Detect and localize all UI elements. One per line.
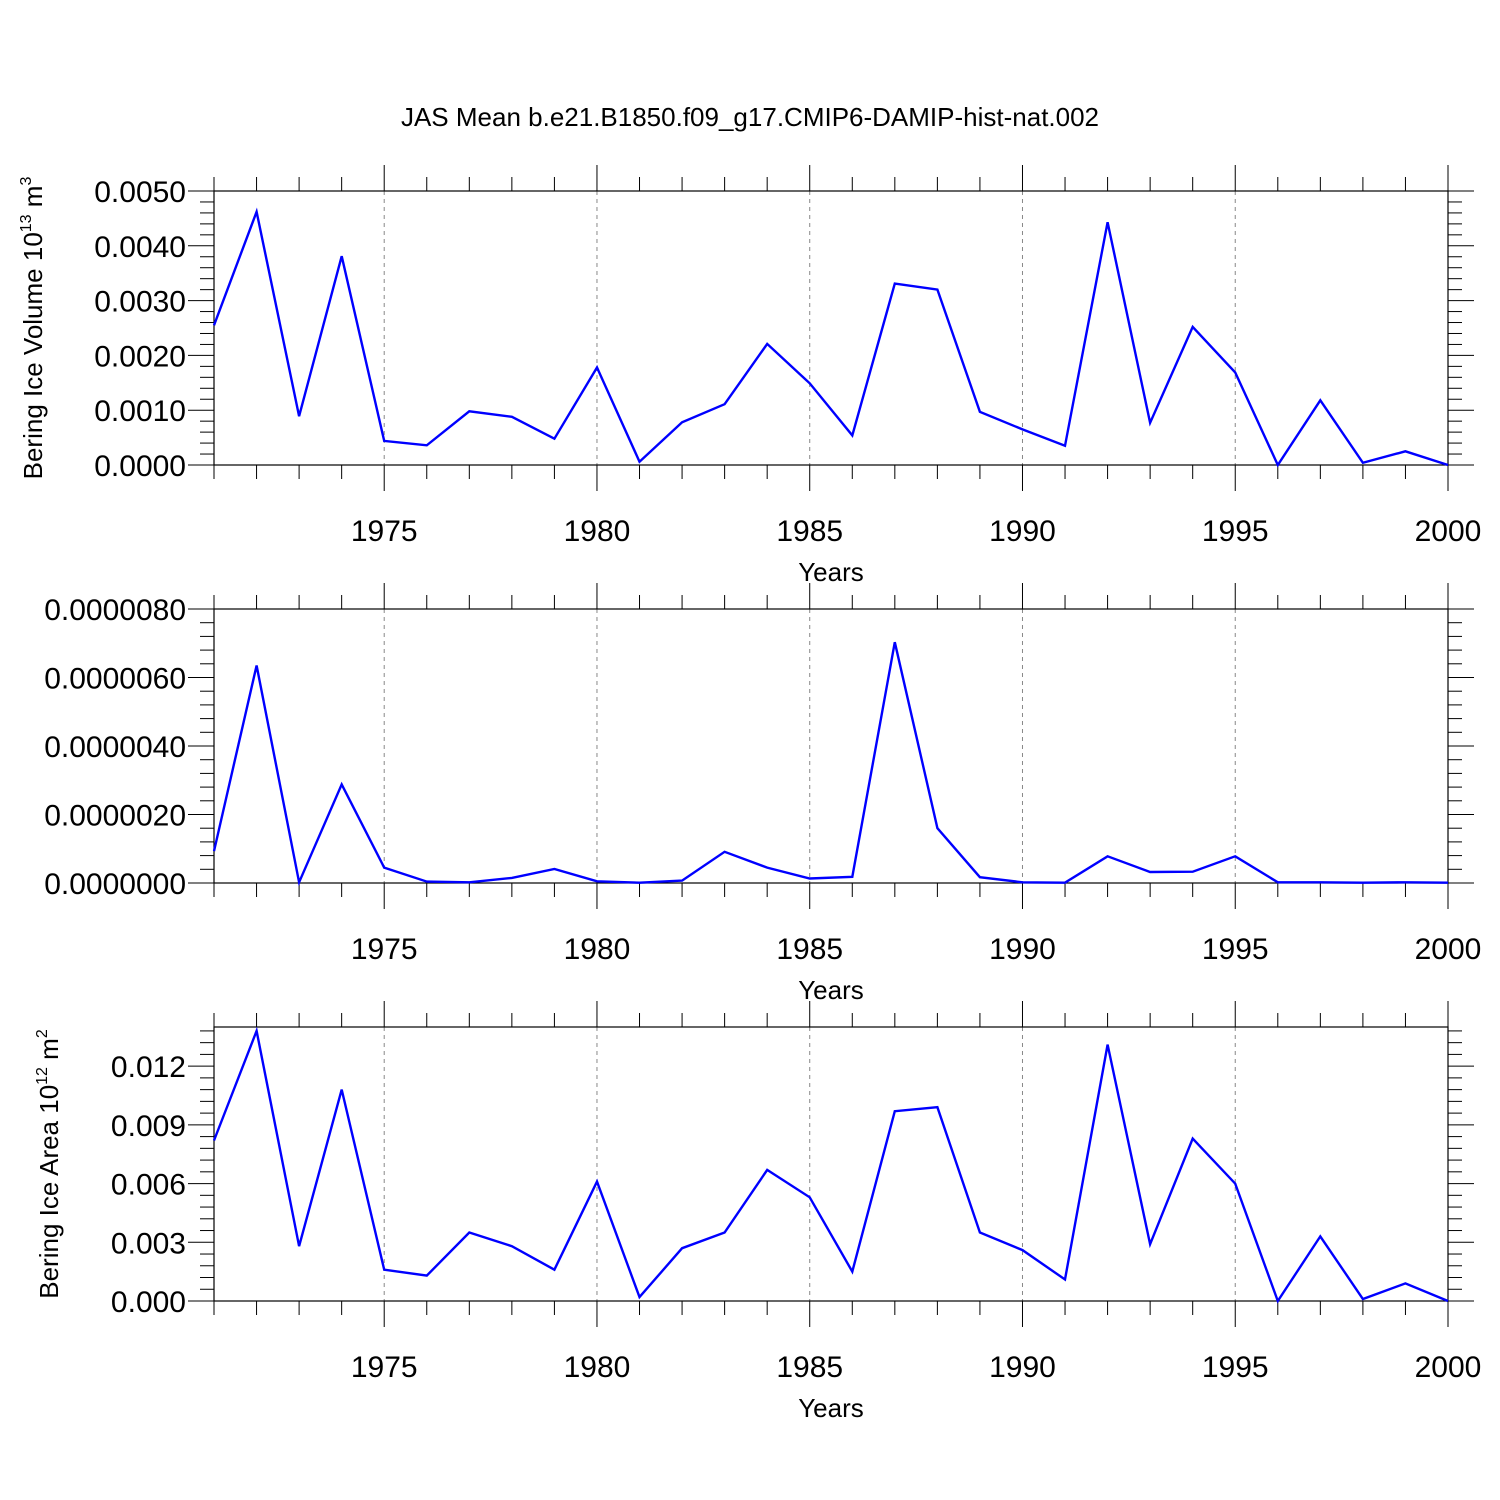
chart-title: JAS Mean b.e21.B1850.f09_g17.CMIP6-DAMIP… [401, 102, 1099, 132]
x-tick-label-ice-volume: 1975 [351, 515, 418, 548]
x-tick-label-ice-area: 1985 [776, 1351, 843, 1384]
y-tick-label-ice-area: 0.006 [111, 1169, 186, 1202]
y-tick-label-ice-area: 0.009 [111, 1110, 186, 1143]
x-tick-label-ice-volume: 1980 [564, 515, 631, 548]
y-tick-label-ice-area: 0.012 [111, 1051, 186, 1084]
x-tick-label-ice-middle: 1985 [776, 933, 843, 966]
series-line-ice-middle [212, 641, 1449, 887]
x-tick-label-ice-volume: 1990 [989, 515, 1056, 548]
plot-frame-ice-area [213, 1026, 1449, 1302]
y-tick-label-ice-middle: 0.0000020 [44, 800, 186, 833]
x-tick-label-ice-middle: 1980 [564, 933, 631, 966]
y-tick-label-ice-middle: 0.0000000 [44, 868, 186, 901]
y-tick-label-ice-volume: 0.0050 [94, 176, 186, 209]
panel-ice-middle: Years 1975 1980 1985 1990 1995 2000 0.0000000 0… [44, 583, 1481, 1005]
y-tick-label-ice-middle: 0.0000060 [44, 663, 186, 696]
series-line-ice-area [212, 1026, 1449, 1304]
x-axis-label-ice-middle: Years [798, 975, 864, 1005]
x-tick-label-ice-middle: 1995 [1202, 933, 1269, 966]
x-tick-label-ice-middle: 1990 [989, 933, 1056, 966]
y-axis-label-ice-volume: Bering Ice Volume 1013 m3 [18, 177, 48, 480]
x-tick-label-ice-middle: 2000 [1415, 933, 1482, 966]
y-tick-label-ice-volume: 0.0000 [94, 450, 186, 483]
plot-frame-ice-volume [213, 190, 1449, 466]
x-tick-label-ice-area: 1975 [351, 1351, 418, 1384]
plot-frame-ice-middle [213, 608, 1449, 884]
y-axis-label-ice-area: Bering Ice Area 1012 m2 [34, 1029, 64, 1299]
x-axis-label-ice-area: Years [798, 1393, 864, 1423]
x-tick-label-ice-area: 1990 [989, 1351, 1056, 1384]
y-tick-label-ice-volume: 0.0030 [94, 286, 186, 319]
y-tick-label-ice-middle: 0.0000040 [44, 731, 186, 764]
series-line-ice-volume [212, 207, 1449, 468]
panel-ice-area: Bering Ice Area 1012 m2 Years 1975 1980 19… [34, 1001, 1481, 1423]
x-tick-label-ice-area: 1980 [564, 1351, 631, 1384]
x-tick-label-ice-middle: 1975 [351, 933, 418, 966]
x-tick-label-ice-volume: 1995 [1202, 515, 1269, 548]
x-tick-label-ice-area: 2000 [1415, 1351, 1482, 1384]
panel-ice-volume: Bering Ice Volume 1013 m3 Years 1975 1980… [18, 165, 1481, 587]
y-tick-label-ice-middle: 0.0000080 [44, 594, 186, 627]
y-tick-label-ice-volume: 0.0010 [94, 395, 186, 428]
y-tick-label-ice-area: 0.000 [111, 1286, 186, 1319]
x-tick-label-ice-area: 1995 [1202, 1351, 1269, 1384]
y-tick-label-ice-volume: 0.0020 [94, 340, 186, 373]
x-tick-label-ice-volume: 2000 [1415, 515, 1482, 548]
y-tick-label-ice-area: 0.003 [111, 1227, 186, 1260]
x-tick-label-ice-volume: 1985 [776, 515, 843, 548]
y-tick-label-ice-volume: 0.0040 [94, 231, 186, 264]
x-axis-label-ice-volume: Years [798, 557, 864, 587]
